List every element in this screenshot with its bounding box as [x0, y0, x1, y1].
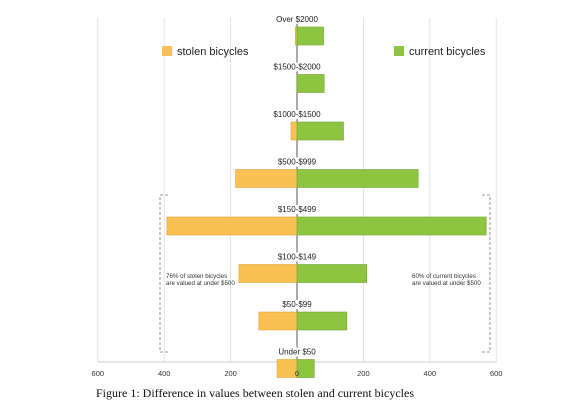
bar-current [296, 264, 368, 283]
bar-current [296, 74, 325, 93]
category-label: $100-$149 [278, 253, 317, 262]
x-tick-label: 200 [224, 369, 237, 378]
category-label: $150-$499 [278, 205, 317, 214]
x-tick-label: 400 [424, 369, 437, 378]
category-label-bg [277, 347, 318, 357]
bar-stolen [238, 264, 298, 283]
category-label: $50-$99 [282, 300, 312, 309]
bar-current [296, 169, 419, 188]
x-tick-label: 400 [158, 369, 171, 378]
bar-current [296, 26, 324, 46]
category-label-bg [281, 300, 314, 309]
legend-label-stolen: stolen bicycles [177, 46, 249, 58]
bar-stolen [290, 121, 298, 141]
category-label-bg [272, 62, 323, 72]
category-label: Under $50 [278, 348, 316, 357]
bar-stolen [235, 169, 298, 188]
category-label-bg [272, 110, 323, 119]
stolen-note-line-2: are valued at under $500 [166, 280, 235, 287]
x-tick-label: 600 [92, 369, 105, 378]
bar-current [296, 121, 344, 141]
category-label-bg [275, 15, 320, 24]
legend-label-current: current bicycles [409, 46, 486, 58]
category-label-bg [276, 157, 318, 167]
category-label: $1000-$1500 [273, 110, 321, 119]
figure-caption: Figure 1: Difference in values between s… [96, 386, 414, 400]
bar-stolen [258, 311, 298, 331]
category-label: $500-$999 [278, 158, 317, 167]
category-label: Over $2000 [276, 15, 318, 24]
bar-current [296, 359, 315, 378]
x-tick-label: 600 [490, 369, 503, 378]
legend-swatch-current [394, 46, 404, 56]
current-note-line-2: are valued at under $500 [412, 280, 481, 287]
x-tick-label: 0 [295, 369, 299, 378]
category-label: $1500-$2000 [273, 63, 321, 72]
category-label-bg [276, 205, 318, 214]
diverging-bar-chart: Over $2000 $1500-$2000 $1000-$1500 $500-$99… [92, 15, 503, 378]
bar-current [296, 311, 348, 331]
x-tick-label: 200 [357, 369, 370, 378]
bar-current [296, 216, 487, 236]
legend-swatch-stolen [162, 46, 172, 56]
category-label-bg [276, 252, 318, 262]
bracket-right [482, 194, 491, 353]
current-note-line-1: 60% of current bicycles [412, 273, 476, 280]
stolen-note-line-1: 76% of stolen bicycles [166, 273, 227, 280]
bracket-left [159, 194, 168, 353]
bar-stolen [166, 216, 298, 236]
